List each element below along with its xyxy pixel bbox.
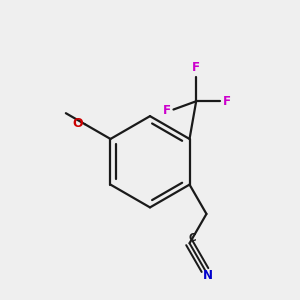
Text: F: F (223, 95, 231, 108)
Text: F: F (192, 61, 200, 74)
Text: N: N (203, 269, 213, 282)
Text: F: F (163, 104, 170, 118)
Text: C: C (188, 232, 196, 242)
Text: O: O (72, 117, 83, 130)
